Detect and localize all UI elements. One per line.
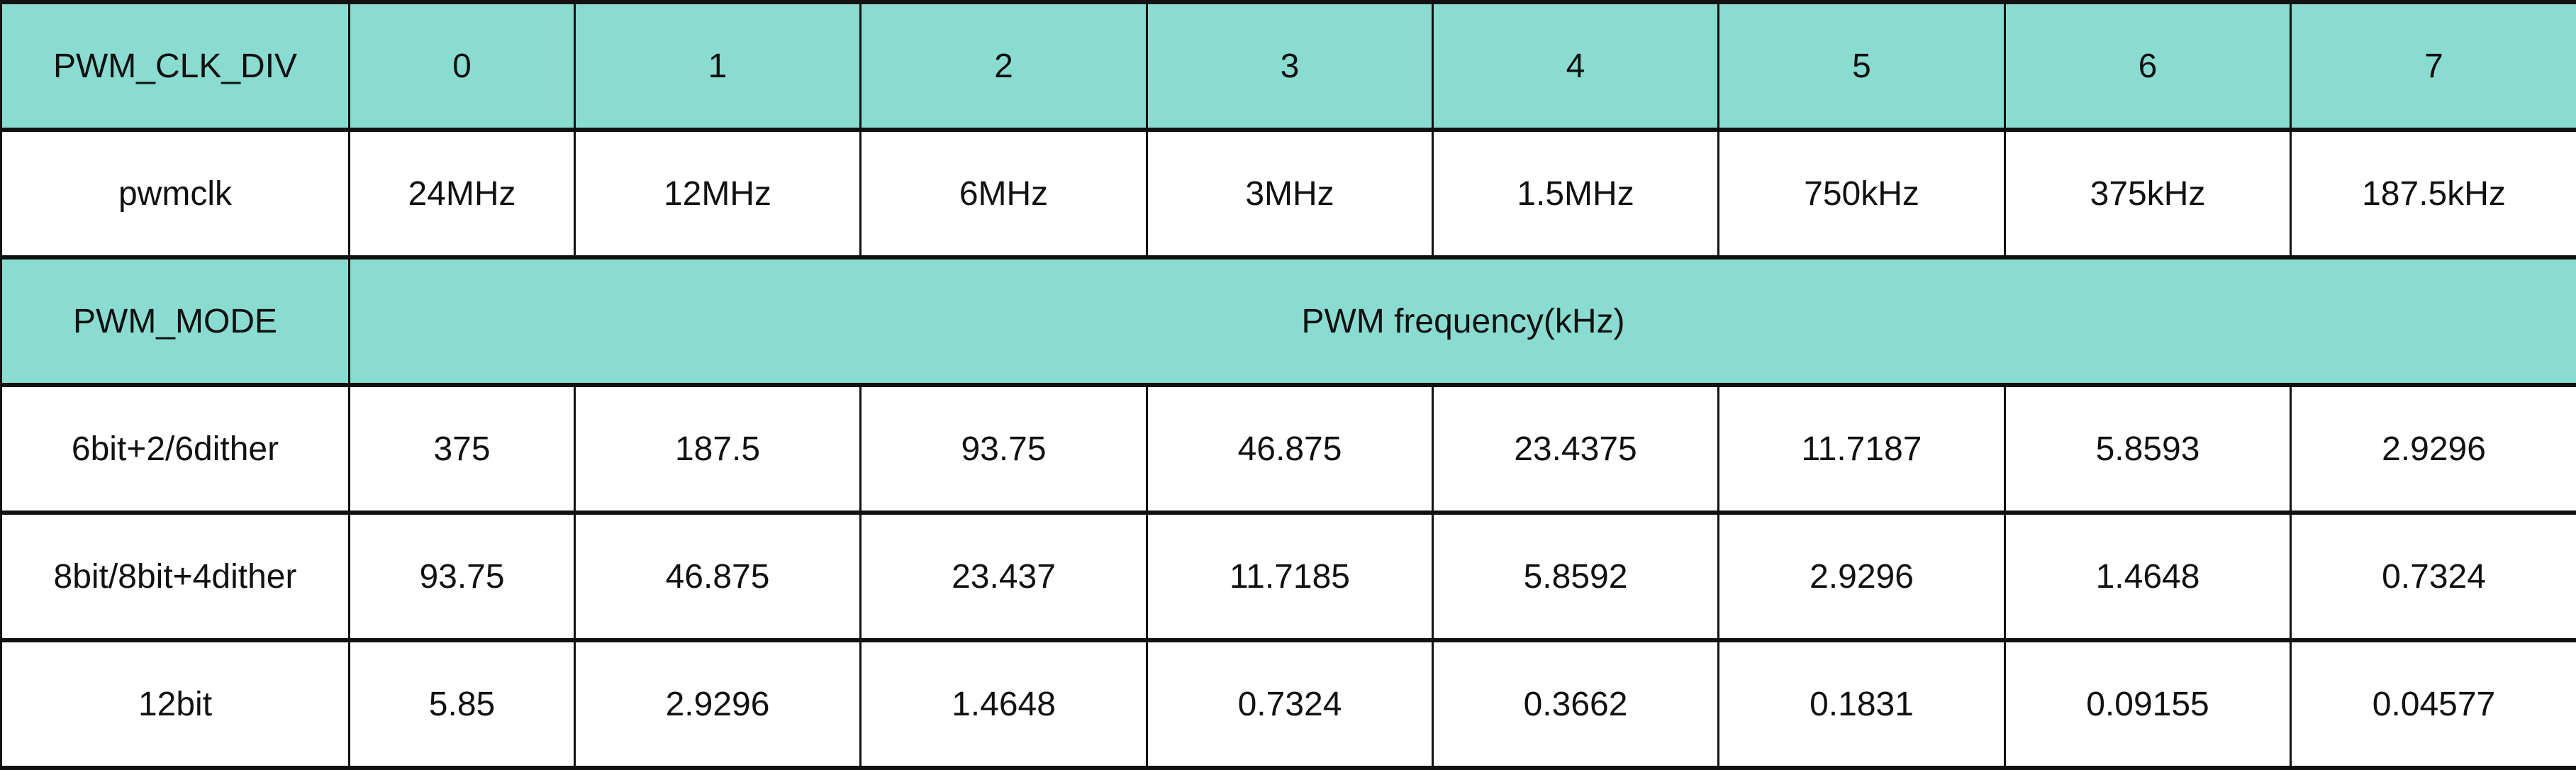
table-cell: 12MHz	[575, 130, 861, 257]
table-cell: 187.5kHz	[2291, 130, 2576, 257]
table-cell: 1.4648	[861, 640, 1147, 768]
table-cell: 187.5	[575, 385, 861, 513]
table-cell: 3MHz	[1147, 130, 1433, 257]
table-cell: 0.7324	[2291, 513, 2576, 640]
table-cell: 5.85	[350, 640, 575, 768]
table-cell: 0.09155	[2005, 640, 2291, 768]
table-cell: 6	[2005, 2, 2291, 130]
table-cell: 5.8593	[2005, 385, 2291, 513]
table-cell: 0.1831	[1719, 640, 2005, 768]
table-cell: 1	[575, 2, 861, 130]
row-label: pwmclk	[1, 130, 350, 257]
table-cell: 6MHz	[861, 130, 1147, 257]
row-label: PWM_CLK_DIV	[1, 2, 350, 130]
frequency-span-header: PWM frequency(kHz)	[350, 257, 2576, 385]
row-label: 8bit/8bit+4dither	[1, 513, 350, 640]
table-cell: 4	[1433, 2, 1719, 130]
table-cell: 23.437	[861, 513, 1147, 640]
table-cell: 23.4375	[1433, 385, 1719, 513]
table-cell: 2.9296	[1719, 513, 2005, 640]
row-label: 6bit+2/6dither	[1, 385, 350, 513]
table-cell: 1.4648	[2005, 513, 2291, 640]
table-cell: 750kHz	[1719, 130, 2005, 257]
pwm-mode-row: PWM_MODE PWM frequency(kHz)	[1, 257, 2576, 385]
table-cell: 0.3662	[1433, 640, 1719, 768]
table-cell: 0.04577	[2291, 640, 2576, 768]
table-cell: 11.7187	[1719, 385, 2005, 513]
table-cell: 2.9296	[575, 640, 861, 768]
table-cell: 46.875	[575, 513, 861, 640]
table-cell: 5	[1719, 2, 2005, 130]
table-cell: 46.875	[1147, 385, 1433, 513]
table-cell: 5.8592	[1433, 513, 1719, 640]
table-cell: 2	[861, 2, 1147, 130]
row-label: PWM_MODE	[1, 257, 350, 385]
table-cell: 375	[350, 385, 575, 513]
table-cell: 93.75	[861, 385, 1147, 513]
table-cell: 11.7185	[1147, 513, 1433, 640]
table-cell: 2.9296	[2291, 385, 2576, 513]
table-cell: 0	[350, 2, 575, 130]
table-cell: 7	[2291, 2, 2576, 130]
table-cell: 375kHz	[2005, 130, 2291, 257]
table-cell: 93.75	[350, 513, 575, 640]
table-cell: 24MHz	[350, 130, 575, 257]
table-cell: 1.5MHz	[1433, 130, 1719, 257]
table-cell: 0.7324	[1147, 640, 1433, 768]
row-label: 12bit	[1, 640, 350, 768]
table-cell: 3	[1147, 2, 1433, 130]
